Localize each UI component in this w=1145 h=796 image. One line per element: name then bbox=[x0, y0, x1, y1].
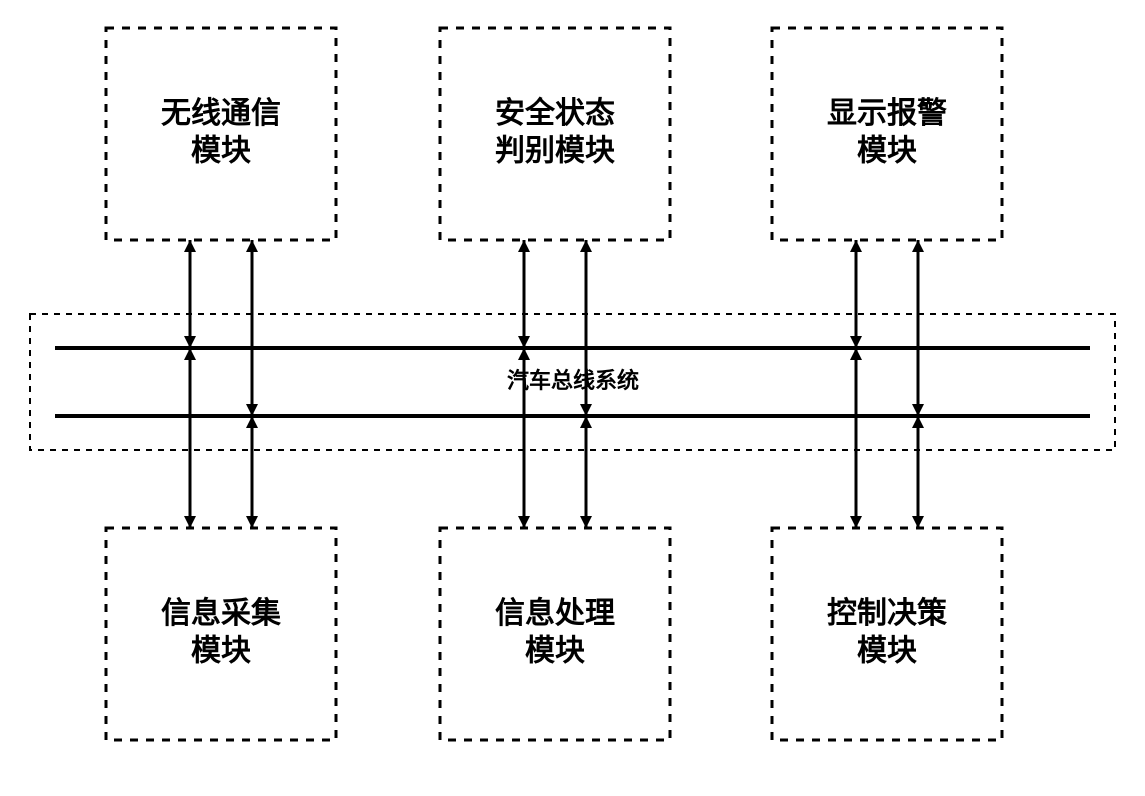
control-module-label-line-0: 控制决策 bbox=[827, 596, 947, 630]
control-module-label-line-1: 模块 bbox=[857, 635, 917, 668]
wireless-module-label-line-1: 模块 bbox=[191, 135, 251, 168]
safety-module-label-line-0: 安全状态 bbox=[495, 96, 615, 130]
collect-module-label-line-0: 信息采集 bbox=[161, 596, 282, 630]
process-module-label-line-0: 信息处理 bbox=[495, 596, 615, 630]
process-module-label-line-1: 模块 bbox=[525, 635, 585, 668]
safety-module-label-line-1: 判别模块 bbox=[495, 135, 615, 168]
wireless-module-label-line-0: 无线通信 bbox=[161, 97, 281, 130]
collect-module-label-line-1: 模块 bbox=[191, 635, 251, 668]
display-module-label-line-0: 显示报警 bbox=[827, 96, 947, 130]
bus-label: 汽车总线系统 bbox=[507, 368, 639, 393]
display-module-label-line-1: 模块 bbox=[857, 135, 917, 168]
